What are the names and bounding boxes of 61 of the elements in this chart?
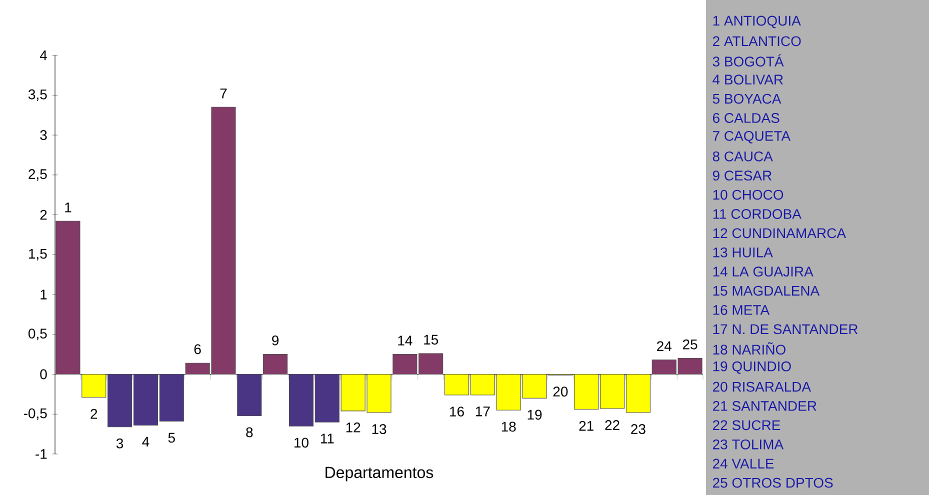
x-tick-label: 4 (142, 436, 150, 447)
x-tick-label: 9 (272, 335, 279, 346)
x-tick-label: 3 (116, 438, 124, 448)
x-tick-label: 25 (682, 339, 698, 350)
x-tick-label: 23 (631, 424, 646, 434)
text: 22 SUCRE (712, 420, 780, 430)
y-tick-label: 2,5 (28, 169, 47, 181)
text: 16 META (713, 305, 770, 315)
x-tick-label: 12 (346, 422, 360, 432)
x-tick-label: 24 (657, 341, 672, 351)
y-tick-label: 4 (40, 50, 47, 60)
y-tick-label: -0,5 (24, 408, 47, 420)
text: 3 BOGOTÁ (712, 54, 784, 67)
text: 10 CHOCO (713, 190, 784, 200)
text: 9 CESAR (712, 170, 772, 181)
text: 7 CAQUETA (712, 130, 791, 144)
text: 14 LA GUAJIRA (713, 266, 814, 277)
text: 19 QUINDIO (713, 361, 791, 374)
x-tick-label: 13 (372, 424, 386, 434)
text: 11 CORDOBA (713, 209, 802, 219)
x-tick-label: 6 (194, 344, 201, 354)
text: 25 OTROS DPTOS (712, 478, 833, 488)
y-tick-label: 1 (40, 290, 47, 300)
text: 5 BOYACA (712, 94, 782, 104)
y-tick-label: 2 (40, 210, 47, 220)
x-tick-label: 11 (320, 434, 334, 444)
x-tick-label: 2 (90, 408, 98, 419)
text: 15 MAGDALENA (713, 286, 820, 296)
text: 20 RISARALDA (712, 382, 812, 392)
text: 6 CALDAS (712, 113, 780, 123)
text: 12 CUNDINAMARCA (713, 228, 846, 238)
x-tick-label: 15 (424, 334, 438, 345)
y-tick-label: 3,5 (28, 89, 47, 101)
text: 18 NARIÑO (713, 342, 786, 355)
x-tick-label: 19 (528, 410, 542, 420)
x-axis-title: Departamentos (326, 466, 434, 482)
x-tick-label: 20 (553, 386, 568, 397)
text: 24 VALLE (712, 458, 774, 468)
x-tick-label: 17 (476, 406, 490, 416)
x-tick-label: 16 (450, 406, 464, 417)
x-tick-label: 7 (220, 88, 227, 98)
x-tick-label: 14 (398, 336, 412, 346)
y-tick-label: 0 (40, 369, 47, 380)
x-tick-label: 8 (246, 427, 253, 438)
text: 1 ANTIOQUIA (713, 16, 801, 28)
text: 21 SANTANDER (712, 401, 816, 411)
y-tick-label: 1,5 (29, 248, 47, 260)
y-tick-label: 3 (40, 130, 47, 140)
text: 23 TOLIMA (712, 439, 784, 450)
text: 4 BOLIVAR (712, 74, 783, 85)
y-tick-label: -1 (36, 449, 47, 459)
text: 8 CAUCA (712, 151, 773, 162)
x-tick-label: 18 (502, 422, 516, 432)
x-tick-label: 22 (605, 420, 620, 430)
y-tick-label: 0,5 (28, 328, 47, 340)
x-tick-label: 21 (579, 420, 594, 431)
text: 13 HUILA (713, 247, 773, 258)
text: 17 N. DE SANTANDER (713, 324, 858, 334)
x-tick-label: 5 (168, 432, 175, 443)
x-tick-label: 10 (294, 438, 308, 448)
text: 2 ATLANTICO (712, 36, 801, 46)
